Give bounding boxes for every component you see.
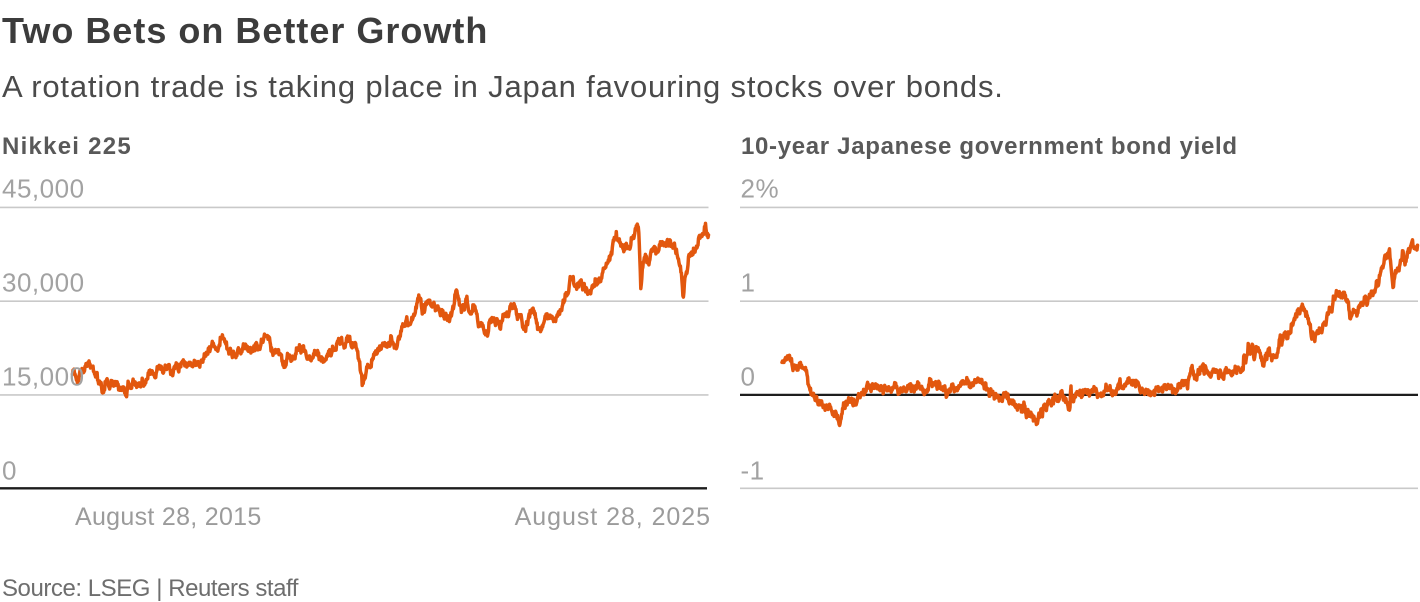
svg-text:30,000: 30,000 — [2, 268, 85, 298]
svg-text:10-year Japanese government bo: 10-year Japanese government bond yield — [741, 133, 1238, 160]
svg-text:Two Bets on Better Growth: Two Bets on Better Growth — [2, 10, 488, 51]
svg-text:August 28, 2025: August 28, 2025 — [515, 503, 711, 531]
svg-text:Source: LSEG | Reuters staff: Source: LSEG | Reuters staff — [2, 575, 299, 602]
svg-text:1: 1 — [741, 268, 756, 298]
svg-text:August 28, 2015: August 28, 2015 — [75, 503, 262, 531]
svg-text:45,000: 45,000 — [2, 174, 85, 204]
svg-text:Nikkei 225: Nikkei 225 — [2, 133, 132, 160]
svg-text:A rotation trade is taking pla: A rotation trade is taking place in Japa… — [2, 69, 1004, 104]
svg-text:15,000: 15,000 — [2, 362, 85, 392]
svg-text:0: 0 — [2, 456, 17, 486]
svg-text:2%: 2% — [741, 174, 780, 204]
svg-text:0: 0 — [741, 362, 756, 392]
svg-text:-1: -1 — [741, 456, 765, 486]
